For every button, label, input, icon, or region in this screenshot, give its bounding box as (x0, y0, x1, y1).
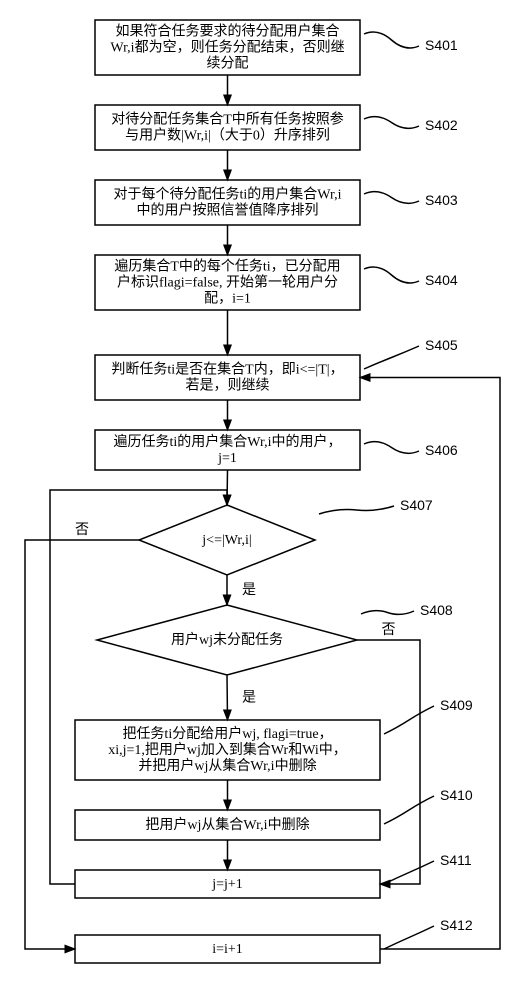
step-label: S402 (425, 117, 458, 133)
svg-text:如果符合任务要求的待分配用户集合: 如果符合任务要求的待分配用户集合 (116, 23, 340, 40)
step-label: S404 (425, 272, 458, 288)
svg-text:并把用户wj从集合Wr,i中删除: 并把用户wj从集合Wr,i中删除 (138, 757, 316, 774)
svg-text:i=i+1: i=i+1 (212, 942, 243, 957)
step-label: S409 (440, 697, 473, 713)
svg-text:与用户数|Wr,i|（大于0）升序排列: 与用户数|Wr,i|（大于0）升序排列 (125, 127, 330, 144)
svg-text:否: 否 (382, 623, 396, 638)
svg-text:xi,j=1,把用户wj加入到集合Wr和Wi中，: xi,j=1,把用户wj加入到集合Wr和Wi中， (108, 741, 347, 758)
svg-text:对于每个待分配任务ti的用户集合Wr,i: 对于每个待分配任务ti的用户集合Wr,i (114, 186, 342, 203)
svg-text:把任务ti分配给用户wj, flagi=true，: 把任务ti分配给用户wj, flagi=true， (122, 725, 332, 742)
svg-text:用户wj未分配任务: 用户wj未分配任务 (171, 631, 283, 648)
step-label: S405 (425, 337, 458, 353)
svg-text:把用户wj从集合Wr,i中删除: 把用户wj从集合Wr,i中删除 (145, 816, 309, 833)
svg-text:遍历集合T中的每个任务ti，已分配用: 遍历集合T中的每个任务ti，已分配用 (114, 258, 340, 275)
step-label: S411 (440, 852, 472, 868)
svg-text:j<=|Wr,i|: j<=|Wr,i| (201, 533, 251, 548)
step-label: S403 (425, 192, 458, 208)
svg-text:户标识flagi=false, 开始第一轮用户分: 户标识flagi=false, 开始第一轮用户分 (117, 274, 338, 291)
svg-text:配，i=1: 配，i=1 (204, 292, 251, 307)
svg-text:判断任务ti是否在集合T内，即i<=|T|，: 判断任务ti是否在集合T内，即i<=|T|， (111, 361, 343, 378)
svg-text:j=1: j=1 (217, 451, 237, 466)
step-label: S410 (440, 787, 473, 803)
step-label: S406 (425, 442, 458, 458)
svg-text:中的用户按照信誉值降序排列: 中的用户按照信誉值降序排列 (137, 202, 319, 219)
svg-text:对待分配任务集合T中所有任务按照参: 对待分配任务集合T中所有任务按照参 (111, 111, 344, 128)
edge (227, 675, 228, 720)
step-label: S412 (440, 917, 473, 933)
svg-text:若是，则继续: 若是，则继续 (186, 377, 270, 394)
svg-text:否: 否 (75, 523, 89, 538)
svg-text:遍历任务ti的用户集合Wr,i中的用户，: 遍历任务ti的用户集合Wr,i中的用户， (114, 433, 342, 450)
step-label: S407 (400, 497, 433, 513)
svg-text:是: 是 (242, 691, 256, 706)
step-label: S408 (420, 602, 453, 618)
step-label: S401 (425, 37, 458, 53)
svg-text:是: 是 (242, 583, 256, 598)
svg-text:Wr,i都为空，则任务分配结束，否则继: Wr,i都为空，则任务分配结束，否则继 (110, 40, 344, 56)
svg-text:续分配: 续分配 (207, 55, 249, 72)
svg-text:j=j+1: j=j+1 (211, 877, 243, 892)
